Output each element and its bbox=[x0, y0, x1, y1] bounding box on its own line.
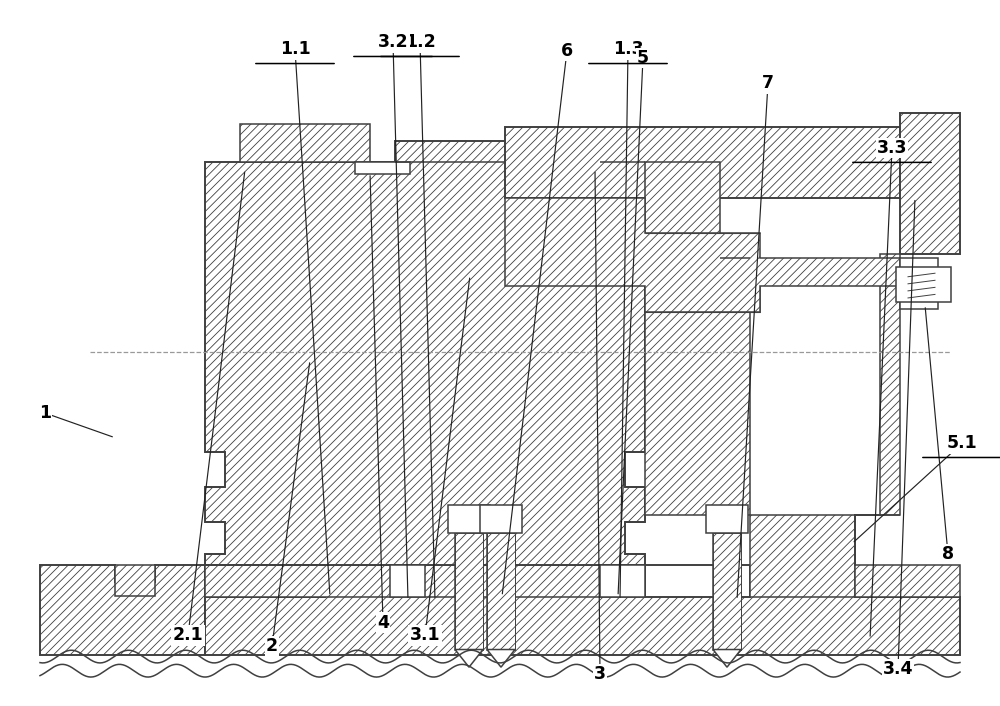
Bar bbox=[487, 512, 515, 650]
Polygon shape bbox=[205, 565, 960, 655]
Text: 3.3: 3.3 bbox=[877, 139, 907, 157]
Text: 1: 1 bbox=[39, 404, 51, 422]
Text: 5: 5 bbox=[637, 49, 649, 67]
Polygon shape bbox=[750, 515, 855, 597]
Bar bbox=[713, 512, 741, 650]
Bar bbox=[390, 565, 425, 597]
Text: 3.4: 3.4 bbox=[883, 660, 913, 678]
Text: 3.2: 3.2 bbox=[378, 33, 408, 52]
Text: 1.3: 1.3 bbox=[613, 40, 643, 59]
Polygon shape bbox=[713, 650, 741, 667]
Bar bbox=[706, 505, 748, 533]
Polygon shape bbox=[40, 565, 205, 655]
Text: 8: 8 bbox=[942, 545, 954, 563]
Bar bbox=[600, 565, 645, 597]
Text: 1.1: 1.1 bbox=[280, 40, 310, 59]
Polygon shape bbox=[455, 650, 483, 667]
Bar bbox=[448, 505, 490, 533]
Polygon shape bbox=[455, 533, 483, 650]
Polygon shape bbox=[505, 127, 900, 198]
Polygon shape bbox=[855, 254, 960, 597]
Text: 5.1: 5.1 bbox=[947, 434, 977, 453]
Text: 2.1: 2.1 bbox=[173, 626, 203, 645]
Bar bbox=[896, 267, 951, 302]
Polygon shape bbox=[713, 533, 741, 650]
Text: 3.1: 3.1 bbox=[410, 626, 440, 645]
Polygon shape bbox=[505, 198, 900, 312]
Bar bbox=[355, 162, 410, 174]
Text: 4: 4 bbox=[377, 614, 389, 632]
Bar bbox=[205, 565, 645, 597]
Bar bbox=[900, 258, 938, 309]
Polygon shape bbox=[900, 113, 960, 254]
Bar bbox=[240, 124, 370, 162]
Bar bbox=[455, 512, 483, 650]
Text: 7: 7 bbox=[762, 74, 774, 92]
Polygon shape bbox=[205, 141, 645, 565]
Text: 2: 2 bbox=[266, 637, 278, 655]
Text: 1.2: 1.2 bbox=[405, 33, 435, 52]
Text: 3: 3 bbox=[594, 665, 606, 683]
Polygon shape bbox=[645, 162, 760, 515]
Text: 6: 6 bbox=[561, 42, 573, 60]
Polygon shape bbox=[487, 533, 515, 650]
Bar bbox=[115, 565, 155, 596]
Polygon shape bbox=[487, 650, 515, 667]
Bar bbox=[480, 505, 522, 533]
